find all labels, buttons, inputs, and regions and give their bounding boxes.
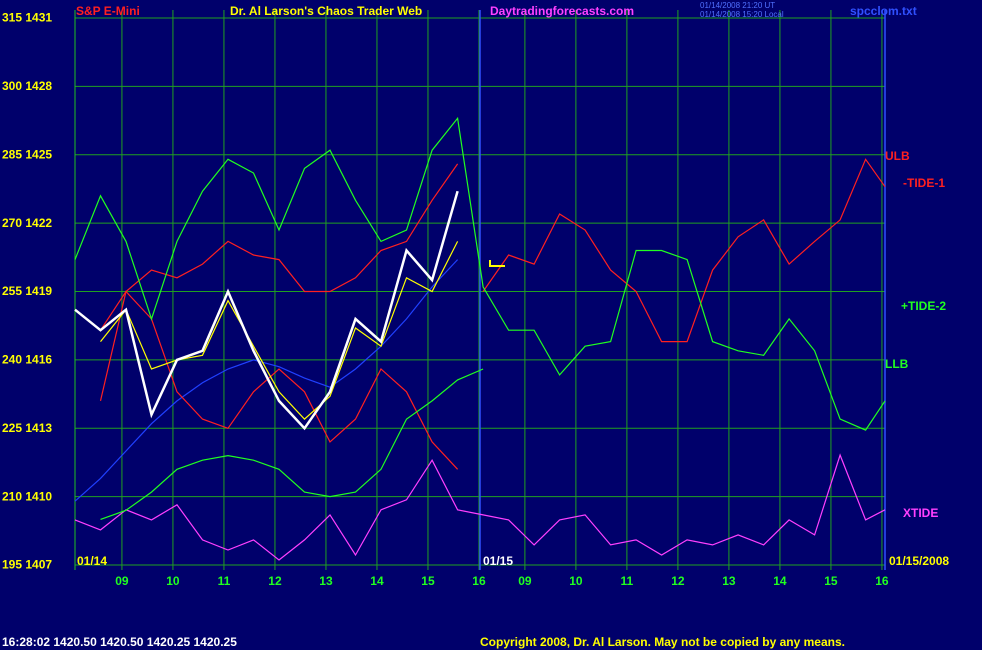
- grid: [75, 10, 885, 570]
- x-tick-label: 11: [621, 574, 634, 588]
- y-tick-label: 210 1410: [2, 489, 52, 503]
- x-tick-label: 15: [421, 574, 435, 588]
- x-tick-label: 13: [722, 574, 736, 588]
- series-line: [99, 163, 459, 331]
- instrument: S&P E-Mini: [76, 4, 140, 18]
- y-tick-label: 315 1431: [2, 11, 52, 25]
- y-tick-label: 195 1407: [2, 558, 52, 572]
- website: Daytradingforecasts.com: [490, 4, 634, 18]
- x-tick-label: 09: [518, 574, 532, 588]
- series-line: [99, 290, 459, 470]
- plot-lines: [74, 116, 886, 561]
- x-tick-label: 16: [472, 574, 486, 588]
- marker: [489, 260, 505, 267]
- y-tick-label: 225 1413: [2, 421, 52, 435]
- copyright: Copyright 2008, Dr. Al Larson. May not b…: [480, 635, 845, 649]
- x-tick-label: 09: [115, 574, 129, 588]
- x-tick-label: 13: [319, 574, 333, 588]
- date-label: 01/15/2008: [889, 554, 949, 568]
- x-tick-label: 14: [370, 574, 384, 588]
- y-tick-label: 270 1422: [2, 216, 52, 230]
- x-tick-label: 10: [569, 574, 583, 588]
- series-line: [74, 259, 459, 502]
- line-label: LLB: [885, 357, 909, 371]
- date-label: 01/14: [77, 554, 107, 568]
- series-line: [74, 453, 886, 561]
- y-tick-label: 300 1428: [2, 79, 52, 93]
- x-tick-label: 14: [773, 574, 787, 588]
- y-tick-label: 255 1419: [2, 284, 52, 298]
- line-label: ULB: [885, 149, 910, 163]
- series-line: [74, 190, 459, 431]
- timestamp: 01/14/2008 21:20 UT: [700, 1, 775, 10]
- line-label: +TIDE-2: [901, 299, 946, 313]
- x-tick-label: 12: [268, 574, 282, 588]
- series-line: [100, 368, 484, 520]
- x-tick-label: 12: [671, 574, 685, 588]
- line-label: -TIDE-1: [903, 176, 945, 190]
- series-line: [100, 241, 459, 420]
- y-tick-label: 240 1416: [2, 353, 52, 367]
- x-tick-label: 15: [824, 574, 838, 588]
- file-name: spcclom.txt: [850, 4, 917, 18]
- timestamp: 01/14/2008 15:20 Local: [700, 10, 784, 19]
- y-tick-label: 285 1425: [2, 147, 52, 161]
- series-line: [482, 158, 886, 343]
- x-tick-label: 16: [875, 574, 889, 588]
- chart-title: Dr. Al Larson's Chaos Trader Web: [230, 4, 422, 18]
- status-line: 16:28:02 1420.50 1420.50 1420.25 1420.25: [2, 635, 237, 649]
- date-label: 01/15: [483, 554, 513, 568]
- x-tick-label: 10: [166, 574, 180, 588]
- line-label: XTIDE: [903, 506, 938, 520]
- x-tick-label: 11: [218, 574, 231, 588]
- series-line: [74, 116, 886, 431]
